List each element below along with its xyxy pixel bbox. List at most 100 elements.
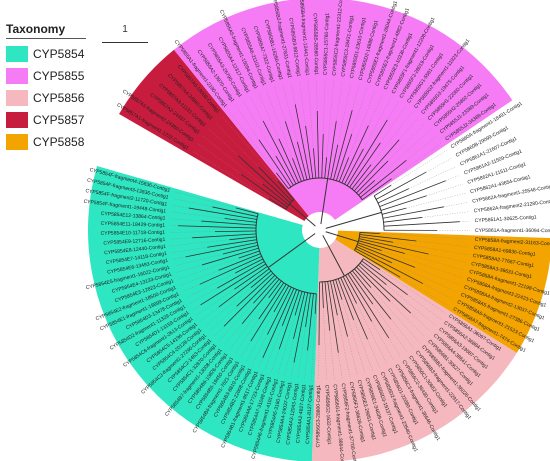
branch (318, 281, 320, 345)
leaf-guide (290, 82, 296, 105)
leaf-guide (208, 128, 238, 156)
branch (345, 275, 373, 322)
branch (207, 239, 257, 248)
leaf-guide (371, 321, 395, 361)
branch (275, 172, 289, 189)
branch (353, 139, 400, 192)
branch (212, 206, 258, 217)
scale-bar: 1 (102, 24, 148, 43)
branch (223, 275, 276, 327)
leaf-guide (316, 80, 318, 112)
branch (185, 242, 258, 258)
branch (375, 171, 427, 200)
leaf-guide (277, 315, 296, 375)
leaf-guide (367, 339, 380, 368)
branch (359, 234, 417, 242)
leaf-guide (209, 306, 237, 332)
branch (200, 263, 266, 306)
leaf-guide (250, 96, 264, 122)
branch (316, 111, 320, 179)
branch (380, 195, 427, 211)
leaf-guide (348, 90, 376, 158)
branch (379, 180, 446, 208)
legend-item-cyp5855: CYP5855 (6, 65, 116, 87)
leaf-guide (171, 211, 225, 219)
branch (349, 142, 381, 188)
leaf-guide (174, 191, 236, 209)
branch (293, 292, 306, 339)
clade-arc (373, 195, 385, 231)
leaf-guide (398, 117, 420, 140)
leaf-guide (299, 81, 306, 127)
leaf-guide (337, 83, 351, 145)
branch (363, 258, 381, 271)
leaf-guide (337, 315, 351, 378)
branch (361, 260, 408, 296)
legend-title: Taxonomy (6, 22, 86, 39)
branch (277, 180, 295, 200)
clade-arc (288, 177, 363, 200)
leaf-guide (174, 253, 223, 267)
branch (201, 247, 259, 266)
leaf-guide (388, 337, 401, 357)
legend-label: CYP5854 (33, 47, 85, 61)
branch (377, 188, 409, 204)
leaf-guide (400, 277, 450, 307)
leaf-guide (341, 299, 366, 374)
leaf-label: CYP5861A1-30625-Contig1 (475, 214, 537, 224)
leaf-guide (406, 193, 466, 209)
branch (268, 198, 287, 210)
leaf-guide (192, 304, 201, 310)
clade-stem (289, 203, 316, 227)
leaf-guide (370, 287, 420, 343)
branch (357, 244, 416, 268)
leaf-label: CYP5858A-fragment2-31163-Contig1 (475, 237, 550, 248)
branch (281, 289, 297, 326)
leaf-guide (428, 253, 467, 263)
branch (356, 266, 391, 302)
leaf-guide (297, 326, 306, 379)
branch (234, 266, 268, 290)
branch (329, 280, 338, 316)
branch (258, 282, 285, 320)
branch (362, 178, 392, 201)
branch (199, 255, 262, 285)
leaf-guide (234, 318, 259, 354)
leaf-guide (266, 89, 293, 159)
leaf-guide (391, 262, 457, 293)
clade-stem (325, 211, 382, 229)
leaf-guide (170, 231, 216, 233)
branch (236, 272, 274, 307)
leaf-guide (215, 122, 259, 168)
leaf-guide (235, 105, 260, 140)
leaf-guide (351, 87, 368, 135)
branch (335, 133, 353, 181)
leaf-guide (192, 150, 270, 199)
branch (359, 262, 387, 286)
branch (354, 249, 401, 278)
branch (235, 258, 264, 274)
leaf-guide (218, 303, 254, 342)
branch (360, 159, 407, 198)
leaf-guide (264, 325, 283, 370)
leaf-guide (183, 284, 200, 292)
branch (192, 233, 257, 239)
legend-item-cyp5857: CYP5857 (6, 109, 116, 131)
leaf-guide (228, 110, 277, 173)
branch (347, 273, 390, 339)
leaf-guide (246, 311, 275, 361)
leaf-guide (170, 218, 202, 222)
branch (215, 230, 257, 233)
leaf-guide (353, 319, 373, 371)
leaf-guide (258, 357, 264, 368)
leaf-label: CYP5856G3-28800-Contig1 (315, 385, 322, 448)
branch (238, 250, 260, 259)
leaf-guide (386, 284, 436, 326)
leaf-guide (252, 334, 268, 365)
leaf-guide (323, 307, 327, 380)
leaf-guide (422, 283, 454, 300)
branch (178, 225, 257, 229)
leaf-guide (338, 352, 343, 379)
branch (305, 125, 314, 179)
branch (224, 218, 257, 223)
